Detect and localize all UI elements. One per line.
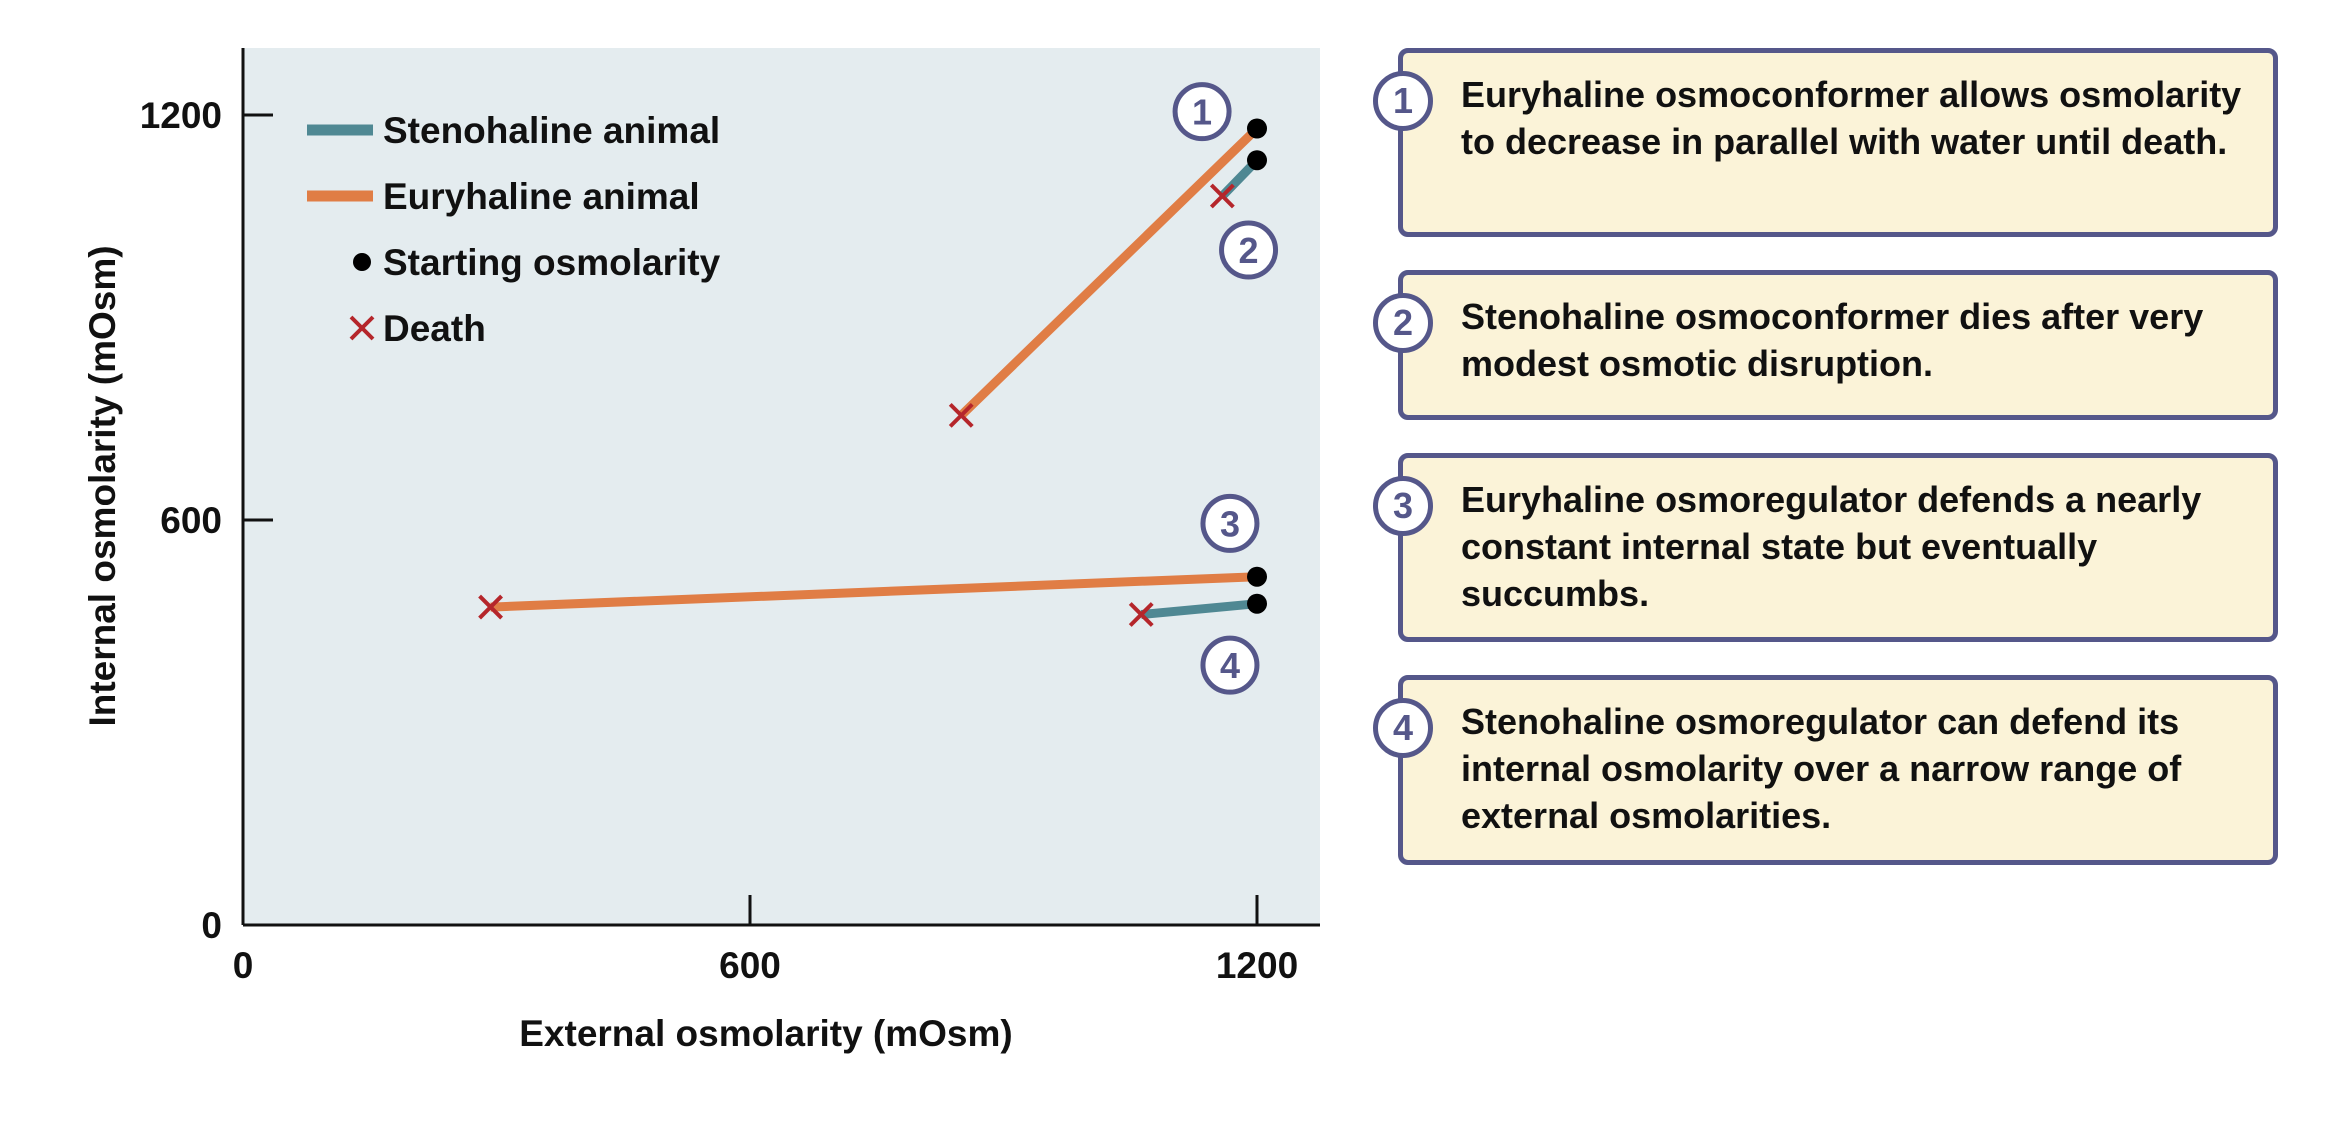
series-number: 2 — [1239, 230, 1259, 271]
starting-point — [1247, 118, 1267, 139]
series-number-badge — [1172, 82, 1232, 142]
series-3: 3 — [478, 493, 1267, 620]
legend-label: Death — [383, 308, 486, 349]
series-number: 3 — [1220, 503, 1240, 544]
note-number-badge: 2 — [1373, 293, 1433, 353]
legend-item: Stenohaline animal — [307, 110, 720, 151]
y-axis-label: Internal osmolarity (mOsm) — [82, 245, 123, 726]
starting-point — [1247, 593, 1267, 614]
legend-swatch-cross-stroke — [349, 315, 375, 341]
note-number-badge: 1 — [1373, 71, 1433, 131]
note-number-badge: 3 — [1373, 476, 1433, 536]
death-marker-stroke — [1209, 183, 1235, 209]
legend-item: Starting osmolarity — [353, 242, 721, 283]
series-number-badge — [1219, 220, 1279, 280]
series-line — [490, 572, 1258, 612]
series-number: 1 — [1192, 92, 1212, 133]
x-tick-label: 0 — [233, 945, 254, 986]
series-number-badge — [1200, 635, 1260, 695]
death-marker — [1209, 183, 1235, 209]
legend-label: Euryhaline animal — [383, 176, 700, 217]
note-box-4: 4 Stenohaline osmoregulator can defend it… — [1373, 675, 2278, 865]
legend-swatch-cross — [349, 315, 375, 341]
death-marker — [1128, 602, 1154, 627]
death-marker-stroke — [478, 594, 503, 620]
series-number-badge — [1200, 493, 1260, 553]
x-tick-label: 600 — [719, 945, 781, 986]
note-box-2: 2 Stenohaline osmoconformer dies after ve… — [1373, 270, 2278, 420]
series-4: 4 — [1128, 593, 1267, 695]
y-tick-label: 600 — [160, 500, 222, 541]
death-marker — [478, 594, 503, 620]
x-tick-label: 1200 — [1216, 945, 1298, 986]
legend-item: Euryhaline animal — [307, 176, 700, 217]
legend: Stenohaline animal Euryhaline animal Start… — [307, 110, 721, 349]
note-text: Stenohaline osmoregulator can defend its… — [1461, 701, 2182, 836]
starting-point — [1247, 566, 1267, 587]
note-text: Stenohaline osmoconformer dies after ver… — [1461, 296, 2204, 384]
note-box-1: 1 Euryhaline osmoconformer allows osmolar… — [1373, 48, 2278, 237]
series-line — [1140, 599, 1258, 619]
legend-label: Stenohaline animal — [383, 110, 720, 151]
death-marker-stroke — [948, 402, 974, 428]
legend-label: Starting osmolarity — [383, 242, 721, 283]
series-1: 1 — [948, 82, 1267, 428]
note-text: Euryhaline osmoconformer allows osmolari… — [1461, 74, 2242, 162]
series-number: 4 — [1220, 645, 1240, 686]
note-number-badge: 4 — [1373, 698, 1433, 758]
note-box-3: 3 Euryhaline osmoregulator defends a near… — [1373, 453, 2278, 642]
death-marker — [948, 402, 974, 428]
series-line — [958, 125, 1261, 419]
note-text: Euryhaline osmoregulator defends a nearl… — [1461, 479, 2202, 614]
series-2: 2 — [1209, 150, 1279, 280]
death-marker-stroke — [1128, 602, 1154, 627]
osmolarity-chart: 1 2 3 4 0 600 1200 0 600 1200 External osmolarit… — [82, 48, 1320, 1054]
plot-background — [243, 48, 1320, 925]
x-axis-label: External osmolarity (mOsm) — [519, 1013, 1012, 1054]
y-tick-label: 0 — [201, 905, 222, 946]
legend-item: Death — [349, 308, 486, 349]
legend-swatch-dot — [353, 253, 371, 271]
y-tick-label: 1200 — [140, 95, 222, 136]
starting-point — [1247, 150, 1267, 171]
